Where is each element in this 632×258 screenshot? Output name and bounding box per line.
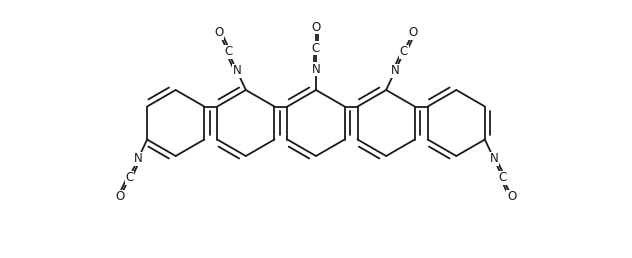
Text: C: C [312,42,320,54]
Text: N: N [233,64,241,77]
Text: O: O [116,190,125,203]
Text: O: O [312,20,320,34]
Text: C: C [499,171,507,184]
Text: N: N [312,62,320,76]
Text: O: O [507,190,516,203]
Text: O: O [215,26,224,39]
Text: C: C [125,171,133,184]
Text: N: N [489,152,498,165]
Text: N: N [391,64,399,77]
Text: O: O [408,26,417,39]
Text: C: C [224,45,232,58]
Text: N: N [134,152,143,165]
Text: C: C [400,45,408,58]
